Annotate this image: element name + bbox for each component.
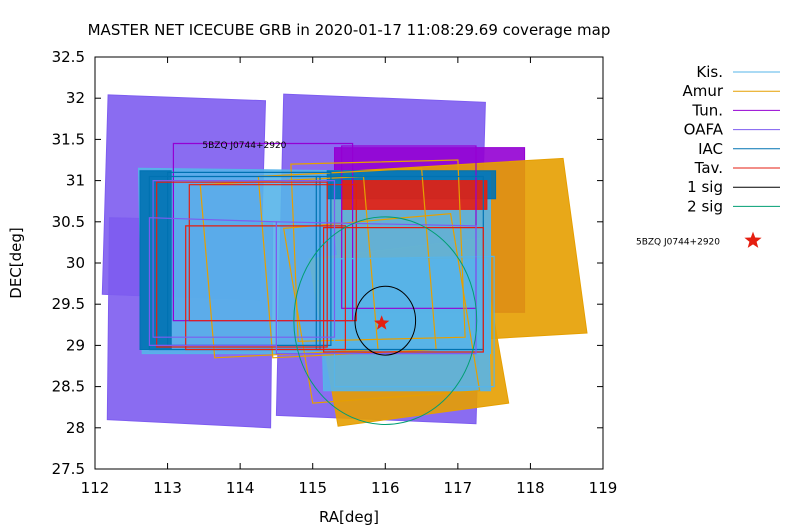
x-tick-label: 112 — [81, 479, 110, 497]
y-tick-label: 32.5 — [52, 48, 85, 66]
y-axis-title: DEC[deg] — [7, 227, 25, 298]
legend-label: Tun. — [691, 101, 723, 119]
legend-entry: Kis. — [696, 63, 780, 81]
y-tick-label: 31 — [66, 172, 85, 190]
legend-entry: 5BZQ J0744+2920 — [636, 231, 762, 248]
legend-entry: OAFA — [684, 121, 780, 139]
error-circle-2-sig — [293, 216, 478, 426]
field-tav-outline — [188, 184, 357, 322]
legend-label: 5BZQ J0744+2920 — [636, 238, 720, 248]
x-tick-label: 114 — [226, 479, 255, 497]
legend-entry: IAC — [698, 140, 780, 158]
y-tick-label: 29.5 — [52, 295, 85, 313]
field-tav-filled — [341, 180, 488, 210]
legend-entry: Tun. — [691, 101, 780, 119]
y-tick-label: 31.5 — [52, 130, 85, 148]
legend-label: Kis. — [696, 63, 723, 81]
plot-area: 5BZQ J0744+2920 — [101, 93, 588, 429]
legend-label: Amur — [682, 82, 723, 100]
x-tick-label: 119 — [589, 479, 618, 497]
legend-entry: 1 sig — [687, 178, 780, 196]
legend-label: 1 sig — [687, 178, 723, 196]
source-annotation: 5BZQ J0744+2920 — [202, 141, 286, 151]
x-axis-title: RA[deg] — [319, 508, 379, 526]
field-tav-outline — [185, 225, 346, 351]
field-iac-outline — [167, 171, 332, 346]
field-iac-filled — [139, 170, 172, 350]
field-oafa-outline — [152, 180, 336, 338]
y-tick-label: 30.5 — [52, 213, 85, 231]
x-tick-label: 115 — [298, 479, 327, 497]
legend-star-marker — [744, 231, 762, 248]
field-oafa-outline — [275, 221, 477, 355]
legend-entry: Amur — [682, 82, 780, 100]
x-tick-label: 118 — [516, 479, 545, 497]
legend-entry: Tav. — [694, 159, 780, 177]
legend-label: 2 sig — [687, 197, 723, 215]
y-tick-label: 28 — [66, 419, 85, 437]
field-amur-outline — [290, 159, 466, 342]
source-star-marker — [374, 315, 390, 330]
error-circle-1-sig — [354, 285, 417, 356]
x-tick-label: 113 — [153, 479, 182, 497]
field-kis-outline — [333, 255, 495, 388]
y-tick-label: 32 — [66, 89, 85, 107]
y-tick-label: 29 — [66, 336, 85, 354]
y-tick-label: 28.5 — [52, 378, 85, 396]
field-tav-outline — [156, 181, 328, 348]
y-tick-label: 27.5 — [52, 460, 85, 478]
x-tick-label: 117 — [444, 479, 473, 497]
legend-label: OAFA — [684, 121, 724, 139]
legend-label: Tav. — [694, 159, 723, 177]
chart-title: MASTER NET ICECUBE GRB in 2020-01-17 11:… — [88, 21, 611, 39]
x-axis-ticks: 112 113 114 115 116 117 118 119 — [81, 57, 618, 497]
legend-entry: 2 sig — [687, 197, 780, 215]
y-tick-label: 30 — [66, 254, 85, 272]
field-tav-outline — [323, 227, 484, 353]
y-axis-ticks: 27.5 28 28.5 29 29.5 30 30.5 31 31.5 32 32.5 — [52, 48, 603, 478]
legend-label: IAC — [698, 140, 723, 158]
x-tick-label: 116 — [371, 479, 400, 497]
